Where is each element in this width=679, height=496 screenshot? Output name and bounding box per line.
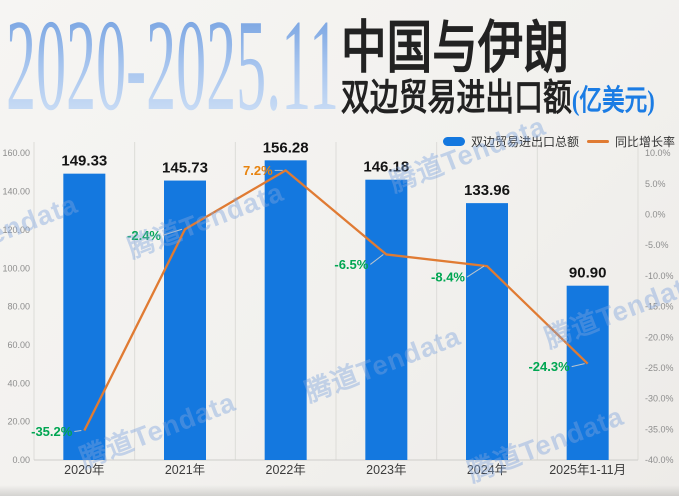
x-axis-label: 2022年 — [266, 463, 306, 477]
axis-labels: 0.00 20.00 40.00 60.00 80.00 100.00 120.00 140.… — [2, 148, 673, 477]
growth-line — [83, 169, 589, 432]
right-axis-tick: 5.0% — [645, 179, 666, 189]
legend: 双边贸易进出口总额 同比增长率 — [443, 133, 675, 150]
legend-bar-swatch-icon — [443, 137, 465, 146]
year-range-text: 2020-2025.11 — [6, 6, 339, 124]
x-axis-label: 2024年 — [467, 463, 507, 477]
right-axis-tick: 10.0% — [645, 148, 671, 158]
right-axis-tick: -5.0% — [645, 240, 669, 250]
right-axis-tick: -15.0% — [645, 302, 674, 312]
growth-line-series: -35.2% -2.4% 7.2% -6.5% -8.4% -24.3% — [31, 163, 589, 439]
growth-label: 7.2% — [243, 163, 273, 178]
legend-line-swatch-icon — [587, 140, 610, 143]
bars-series: 149.33 145.73 156.28 146.18 133.96 90.90 — [61, 139, 609, 461]
right-axis-tick: -30.0% — [645, 394, 674, 404]
left-axis-tick: 140.00 — [2, 187, 30, 197]
title-year-range: 2020-2025.11 — [6, 6, 339, 124]
left-axis-tick: 160.00 — [2, 148, 30, 158]
bar-2024年 — [466, 203, 508, 460]
left-axis-tick: 100.00 — [2, 263, 30, 273]
x-axis-label: 2025年1-11月 — [549, 463, 626, 477]
bar-value-label: 90.90 — [569, 265, 607, 282]
right-axis-tick: -10.0% — [645, 271, 674, 281]
bar-2022年 — [264, 160, 307, 460]
bar-value-label: 146.18 — [363, 159, 409, 176]
left-axis-tick: 40.00 — [7, 378, 30, 388]
growth-label: -24.3% — [528, 359, 570, 374]
left-axis-tick: 60.00 — [7, 340, 30, 350]
left-axis-tick: 20.00 — [7, 417, 30, 427]
x-axis-label: 2020年 — [64, 463, 104, 477]
title-line2: 双边贸易进出口额(亿美元) — [341, 80, 655, 117]
legend-line-label: 同比增长率 — [615, 135, 676, 149]
right-axis-tick: -40.0% — [645, 455, 674, 465]
title-unit: (亿美元) — [571, 85, 655, 117]
bar-2021年 — [164, 180, 206, 460]
bar-value-label: 156.28 — [263, 139, 309, 156]
bar-2023年 — [365, 179, 408, 461]
right-axis-tick: -20.0% — [645, 332, 674, 342]
x-axis-label: 2023年 — [366, 463, 406, 477]
growth-label: -2.4% — [127, 228, 161, 243]
right-axis-tick: -25.0% — [645, 363, 674, 373]
left-axis-tick: 0.00 — [12, 455, 30, 465]
bar-value-label: 145.73 — [162, 160, 208, 177]
bar-value-label: 149.33 — [61, 153, 107, 170]
growth-label: -35.2% — [31, 424, 73, 439]
bar-2025年1-11月 — [566, 285, 609, 460]
left-axis-tick: 80.00 — [7, 302, 30, 312]
right-axis-tick: -35.0% — [645, 424, 674, 434]
bar-2020年 — [63, 173, 106, 460]
growth-label: -8.4% — [431, 270, 465, 285]
gridlines — [33, 142, 639, 461]
legend-bar-label: 双边贸易进出口总额 — [471, 135, 580, 149]
bar-value-label: 133.96 — [464, 182, 510, 199]
left-axis-tick: 120.00 — [2, 225, 30, 235]
title-line2-text: 双边贸易进出口额 — [341, 78, 572, 119]
title-line1: 中国与伊朗 — [341, 17, 569, 80]
x-axis-label: 2021年 — [165, 463, 205, 477]
growth-label: -6.5% — [334, 257, 368, 272]
right-axis-tick: 0.0% — [645, 210, 666, 220]
